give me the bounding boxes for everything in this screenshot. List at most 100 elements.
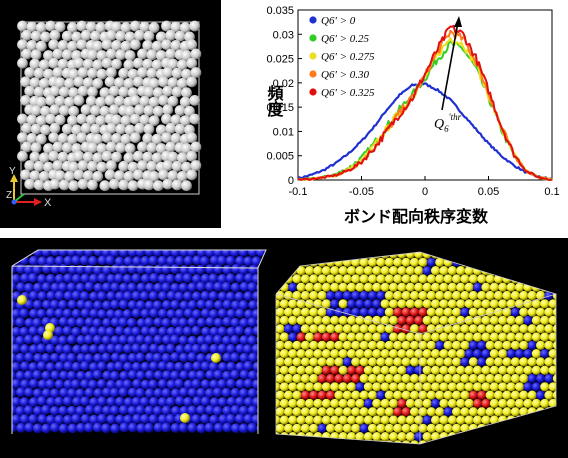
white-particle xyxy=(20,169,31,181)
yellow-particle xyxy=(284,357,294,367)
yellow-particle xyxy=(422,299,432,309)
white-particle xyxy=(29,58,41,70)
yellow-particle xyxy=(485,290,495,301)
blue-particle xyxy=(342,307,352,317)
white-particle xyxy=(123,78,135,89)
yellow-particle xyxy=(389,365,399,375)
yellow-particle xyxy=(468,357,478,367)
blue-particle xyxy=(75,264,86,275)
yellow-particle xyxy=(489,349,499,359)
yellow-particle xyxy=(305,349,315,359)
blue-particle xyxy=(276,252,281,259)
yellow-particle xyxy=(276,299,281,309)
blue-particle xyxy=(531,382,542,392)
blue-particle xyxy=(70,379,81,390)
yellow-particle xyxy=(405,332,415,342)
white-particle xyxy=(54,95,66,107)
white-particle xyxy=(179,115,191,126)
blue-particle xyxy=(199,256,210,266)
yellow-particle xyxy=(456,398,466,408)
white-particle xyxy=(82,170,94,182)
yellow-particle xyxy=(464,282,474,292)
blue-particle xyxy=(36,343,47,354)
blue-particle xyxy=(238,388,249,399)
yellow-particle xyxy=(384,357,394,367)
white-particle xyxy=(108,178,120,190)
blue-particle xyxy=(24,282,34,293)
blue-particle xyxy=(523,315,533,325)
yellow-particle xyxy=(506,282,516,292)
blue-particle xyxy=(217,397,228,407)
blue-particle xyxy=(67,370,77,381)
white-particle xyxy=(58,86,70,98)
yellow-particle xyxy=(380,299,390,309)
yellow-particle xyxy=(397,332,407,342)
blue-particle xyxy=(101,282,112,293)
blue-particle xyxy=(222,405,233,416)
yellow-particle xyxy=(330,266,340,276)
yellow-particle xyxy=(552,440,556,444)
legend-marker xyxy=(309,16,317,24)
blue-particle xyxy=(174,396,185,406)
yellow-particle xyxy=(502,307,512,317)
blue-particle xyxy=(178,422,189,433)
white-particle xyxy=(17,39,28,50)
yellow-particle xyxy=(276,390,285,400)
blue-particle xyxy=(161,264,172,275)
yellow-particle xyxy=(363,382,373,392)
white-particle xyxy=(137,48,148,60)
white-particle xyxy=(73,150,85,162)
blue-particle xyxy=(33,282,43,293)
yellow-particle xyxy=(401,274,411,284)
blue-particle xyxy=(235,396,246,407)
yellow-particle xyxy=(414,332,424,342)
white-particle xyxy=(52,48,64,60)
blue-particle xyxy=(166,309,177,319)
yellow-particle xyxy=(435,290,445,301)
white-particle xyxy=(82,77,94,88)
yellow-particle xyxy=(359,373,369,384)
yellow-particle xyxy=(305,398,315,408)
yellow-particle xyxy=(473,252,483,259)
yellow-particle xyxy=(338,266,348,276)
blue-particle xyxy=(32,264,43,275)
yellow-particle xyxy=(326,407,336,417)
white-particle xyxy=(90,105,101,116)
yellow-particle xyxy=(338,398,348,408)
white-particle xyxy=(115,142,127,154)
yellow-particle xyxy=(422,432,432,442)
yellow-particle xyxy=(460,324,470,334)
blue-particle xyxy=(28,290,39,301)
white-particle xyxy=(148,96,160,108)
blue-particle xyxy=(235,361,246,372)
blue-particle xyxy=(80,325,91,336)
blue-particle xyxy=(196,317,207,328)
blue-particle xyxy=(225,291,236,302)
yellow-particle xyxy=(494,324,504,334)
yellow-particle xyxy=(279,332,289,342)
yellow-particle xyxy=(292,390,302,400)
yellow-particle xyxy=(313,415,323,425)
blue-particle xyxy=(93,388,104,398)
blue-particle xyxy=(88,362,99,372)
blue-particle xyxy=(166,290,177,301)
blue-particle xyxy=(426,257,436,267)
blue-particle xyxy=(127,250,138,258)
yellow-particle xyxy=(338,415,348,425)
blue-particle xyxy=(19,397,30,407)
blue-particle xyxy=(238,300,249,310)
blue-particle xyxy=(174,291,185,302)
blue-particle xyxy=(20,273,31,284)
yellow-particle xyxy=(536,324,546,334)
blue-particle xyxy=(71,273,82,284)
red-particle xyxy=(347,365,357,375)
white-particle xyxy=(49,85,61,97)
blue-particle xyxy=(20,361,30,372)
yellow-particle xyxy=(439,299,449,309)
yellow-particle xyxy=(515,398,525,408)
yellow-particle xyxy=(435,440,445,444)
blue-particle xyxy=(123,256,134,267)
yellow-particle xyxy=(456,332,466,342)
blue-particle xyxy=(226,413,236,424)
white-particle xyxy=(29,77,41,88)
